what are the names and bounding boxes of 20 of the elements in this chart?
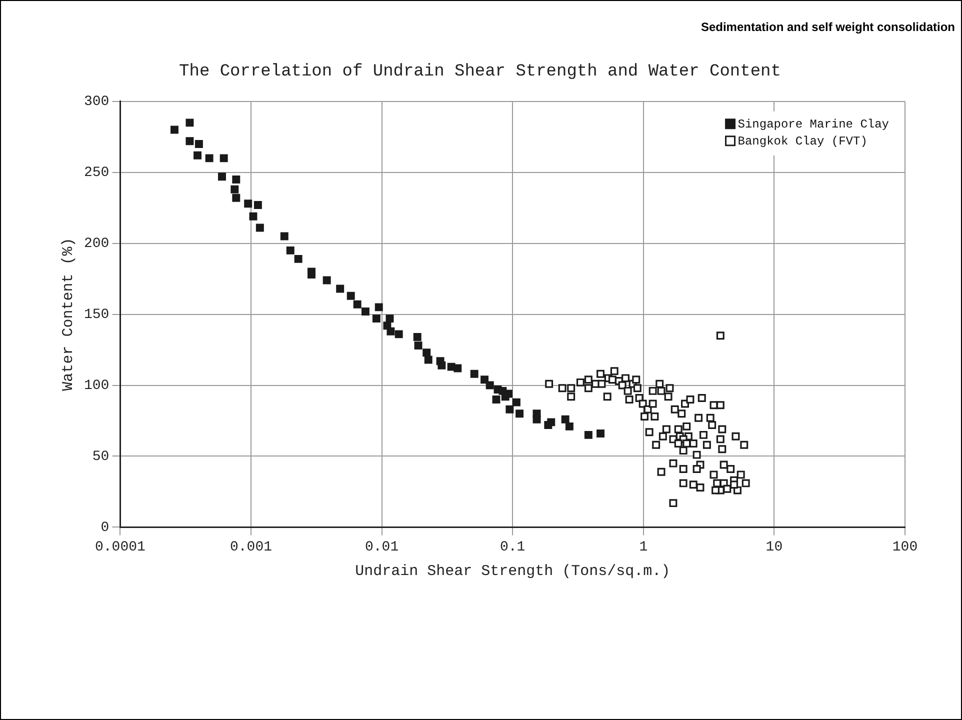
y-tick-label: 150: [84, 307, 110, 324]
y-tick-label: 0: [100, 520, 110, 536]
x-axis-title: Undrain Shear Strength (Tons/sq.m.): [355, 562, 670, 580]
text: Sedimentation and self weight consolidation: [700, 20, 955, 34]
y-tick-label: 300: [84, 94, 110, 110]
x-tick-label: 0.01: [365, 539, 399, 556]
x-tick-label: 0.0001: [94, 539, 146, 556]
x-tick-label: 10: [766, 539, 783, 556]
legend-label: Bangkok Clay (FVT): [738, 134, 868, 149]
y-tick-label: 50: [92, 448, 110, 465]
x-tick-label: 0.001: [230, 539, 272, 556]
x-tick-label: 1: [639, 539, 648, 556]
y-tick-label: 250: [84, 165, 110, 182]
x-tick-label: 0.1: [500, 539, 526, 556]
y-axis-title: Water Content (%): [60, 238, 77, 391]
y-tick-label: 200: [84, 236, 110, 252]
legend-label: Singapore Marine Clay: [738, 118, 890, 132]
y-tick-label: 100: [84, 378, 110, 394]
x-tick-label: 100: [892, 539, 918, 556]
chart-title: The Correlation of Undrain Shear Strength and Water Content: [179, 62, 781, 82]
